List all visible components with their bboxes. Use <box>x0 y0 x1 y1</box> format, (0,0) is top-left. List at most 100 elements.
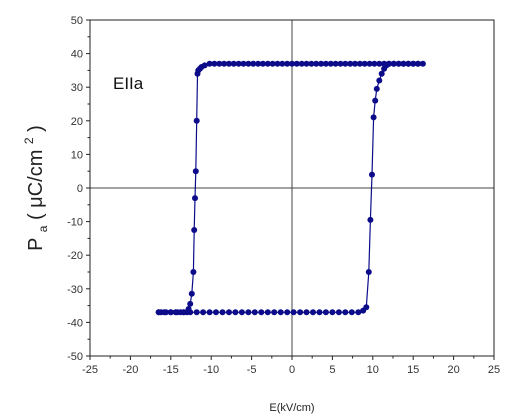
data-point <box>322 309 329 316</box>
data-point <box>355 309 362 316</box>
data-point <box>221 60 228 67</box>
data-point <box>235 60 242 67</box>
y-tick-label: 0 <box>77 183 83 195</box>
data-point <box>303 309 310 316</box>
data-point <box>308 60 315 67</box>
data-point <box>251 309 258 316</box>
data-point <box>335 309 342 316</box>
data-point <box>264 60 271 67</box>
chart-annotation: EIIa <box>113 74 144 93</box>
x-tick-label: 10 <box>367 364 379 376</box>
data-point <box>378 70 385 77</box>
data-point <box>316 309 323 316</box>
x-tick-label: -20 <box>122 364 138 376</box>
data-point <box>259 60 266 67</box>
data-point <box>232 309 239 316</box>
series-layer <box>155 60 426 316</box>
y-tick-label: -20 <box>67 250 83 262</box>
y-tick-label: -10 <box>67 217 83 229</box>
y-tick-label: -50 <box>67 351 83 363</box>
data-point <box>289 60 295 67</box>
data-point <box>293 60 300 67</box>
y-axis-title-main: P <box>25 238 47 251</box>
data-point <box>352 60 358 67</box>
data-point <box>313 60 320 67</box>
data-point <box>219 309 226 316</box>
y-tick-label: 30 <box>71 82 83 94</box>
data-point <box>193 309 200 316</box>
x-tick-label: -25 <box>82 364 98 376</box>
data-point <box>342 309 349 316</box>
x-axis-title-text: E(kV/cm) <box>269 402 314 414</box>
data-point <box>187 300 194 307</box>
data-point <box>240 60 247 67</box>
x-axis-title: E(kV/cm) <box>269 402 314 414</box>
y-tick-label: 20 <box>71 116 83 128</box>
data-point <box>213 309 219 316</box>
y-tick-label: 50 <box>71 15 83 27</box>
data-point <box>370 114 377 121</box>
data-point <box>200 309 207 316</box>
data-point <box>245 60 252 67</box>
y-axis-title-unit: μC/cm <box>25 150 47 208</box>
data-point <box>290 309 297 316</box>
data-point <box>191 227 198 233</box>
data-point <box>327 60 334 67</box>
data-point <box>167 309 174 316</box>
data-point <box>365 269 372 275</box>
data-point <box>366 60 373 67</box>
data-point <box>297 309 304 316</box>
data-point <box>337 60 344 67</box>
data-point <box>163 309 169 316</box>
x-tick-label: -15 <box>163 364 179 376</box>
data-point <box>255 60 262 67</box>
data-point <box>190 269 197 275</box>
data-point <box>347 60 354 67</box>
x-tick-label: 25 <box>488 364 500 376</box>
data-point <box>322 60 329 67</box>
data-point <box>361 60 368 67</box>
data-point <box>405 60 412 67</box>
data-point <box>348 309 355 316</box>
data-point <box>258 309 265 316</box>
data-point <box>371 60 378 67</box>
data-point <box>264 309 271 316</box>
data-point <box>192 195 198 202</box>
y-tick-label: 10 <box>71 149 83 161</box>
zero-lines <box>90 20 494 356</box>
data-point <box>303 60 310 67</box>
y-axis-title-sub: a <box>36 225 50 232</box>
y-tick-label: 40 <box>71 49 83 61</box>
data-point <box>206 60 213 67</box>
data-point <box>342 60 349 67</box>
data-point <box>376 60 383 67</box>
data-point <box>194 70 201 77</box>
data-point <box>277 309 284 316</box>
data-point <box>332 60 339 67</box>
data-point <box>230 60 237 67</box>
x-tick-label: 5 <box>329 364 335 376</box>
data-point <box>206 309 213 316</box>
y-tick-label: -30 <box>67 284 83 296</box>
data-point <box>284 309 291 316</box>
y-axis-title: P a ( μC/cm 2 ) <box>16 125 52 251</box>
data-point <box>400 60 407 67</box>
data-point <box>390 60 397 67</box>
data-point <box>271 309 278 316</box>
data-point <box>226 309 232 316</box>
data-point <box>376 77 383 84</box>
x-tick-label: 20 <box>447 364 459 376</box>
y-axis-ticks: -50 -40 -30 -20 -10 0 10 20 30 40 50 <box>67 15 90 363</box>
data-point <box>363 304 370 311</box>
data-point <box>369 171 375 178</box>
data-point <box>298 60 305 67</box>
y-tick-label: -40 <box>67 317 83 329</box>
data-point <box>192 168 199 175</box>
data-point <box>211 60 218 67</box>
data-point <box>318 60 325 67</box>
data-point <box>177 309 184 316</box>
data-point <box>415 60 421 67</box>
data-point <box>372 97 379 104</box>
